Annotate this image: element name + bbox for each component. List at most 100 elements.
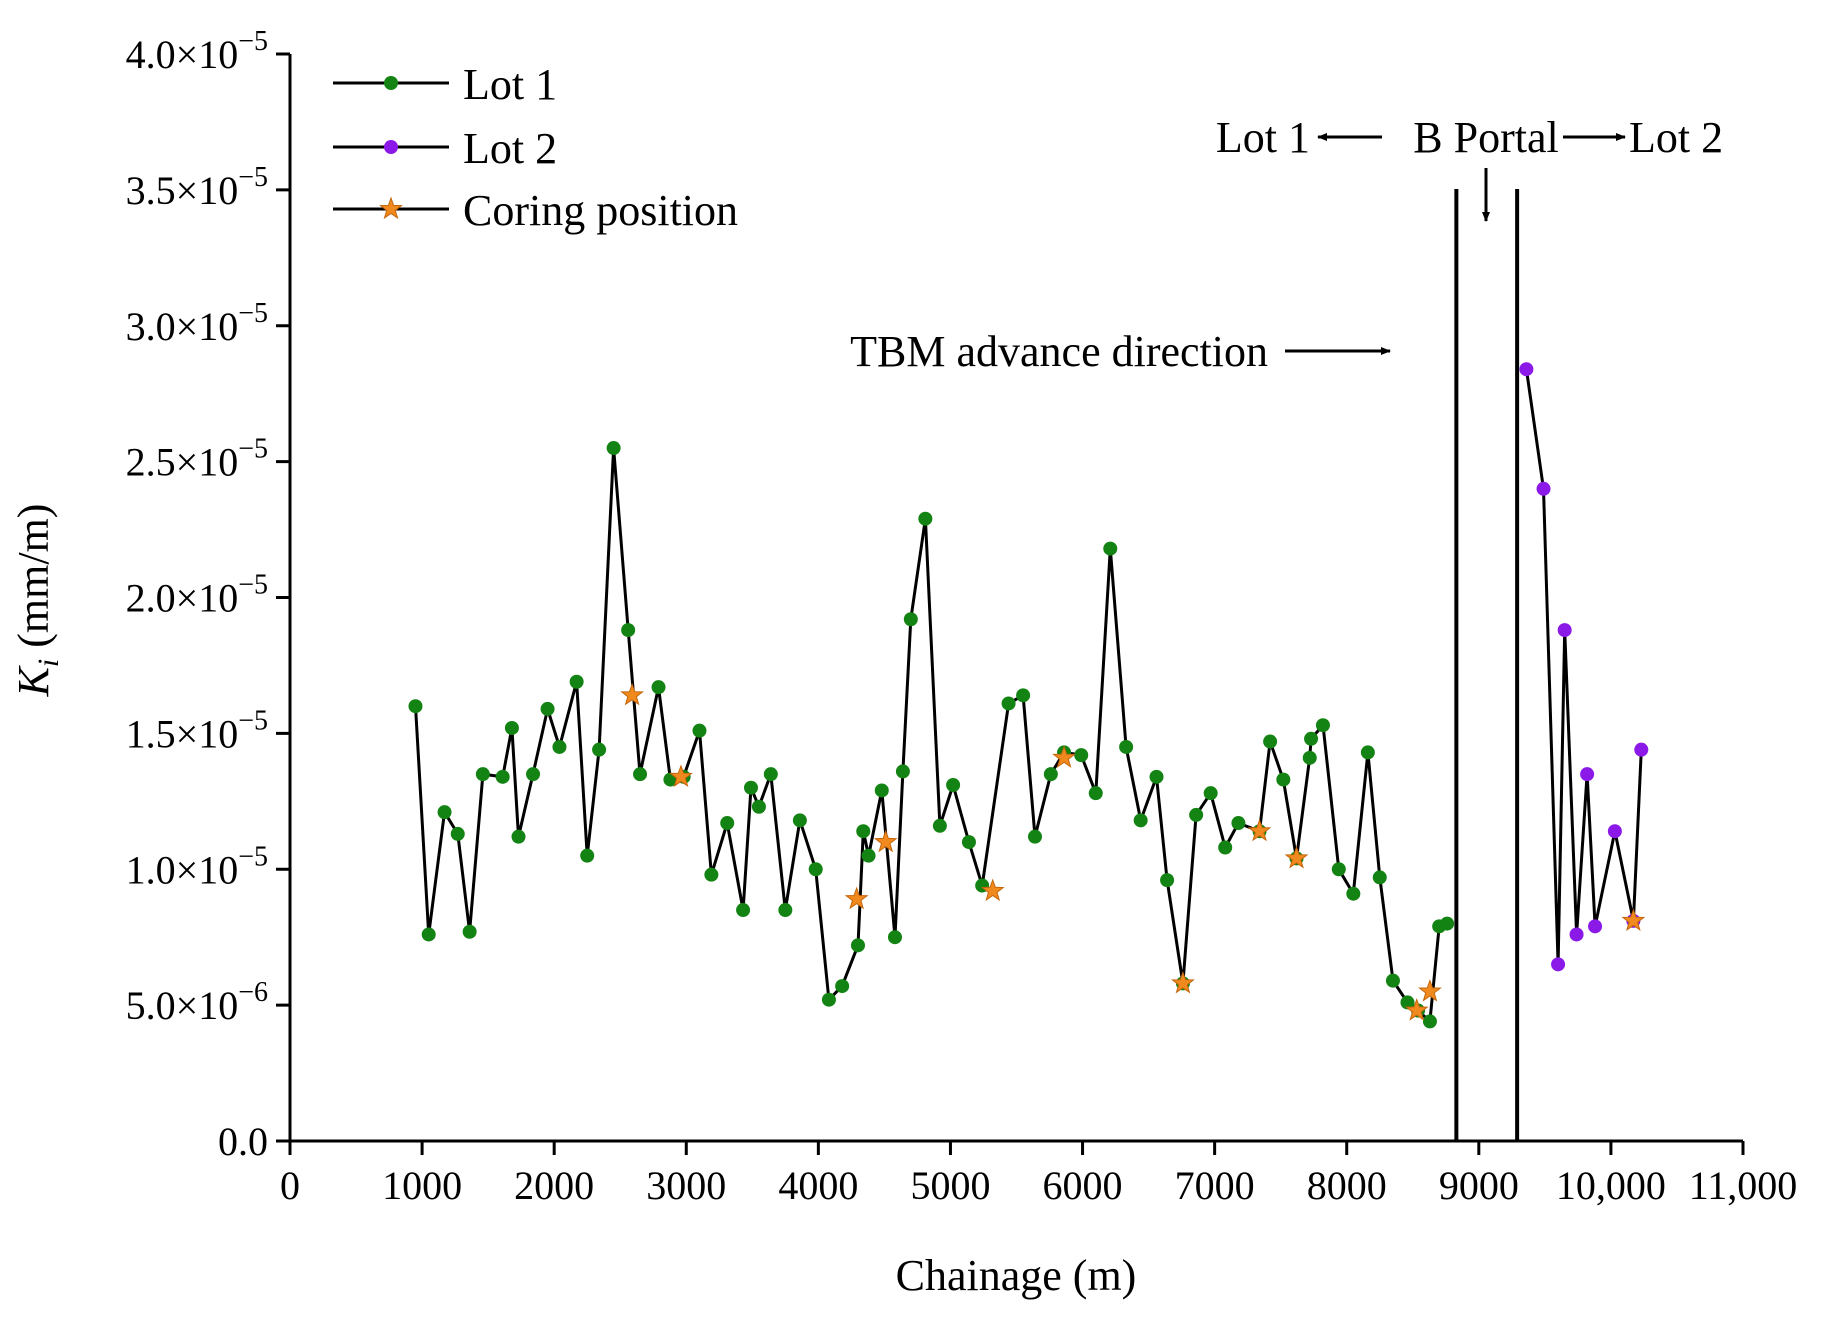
x-tick-label: 5000 [910,1163,990,1208]
y-tick-mantissa: 1.0×10 [126,847,239,892]
data-point-lot1 [895,764,910,779]
data-point-lot1 [743,780,758,795]
data-point-lot1 [526,767,541,782]
data-point-lot1 [1276,772,1291,787]
y-ticks: 0.05.0×10−61.0×10−51.5×10−52.0×10−52.5×1… [126,26,290,1164]
data-point-lot1 [946,778,961,793]
data-point-lot1 [1422,1014,1437,1029]
data-point-lot2 [1607,824,1622,839]
coring-star-marker [1052,745,1076,768]
data-point-lot1 [1074,748,1089,763]
data-point-lot1 [1263,734,1278,749]
data-point-lot1 [633,767,648,782]
y-tick-mantissa: 1.5×10 [126,711,239,756]
legend: Lot 1 Lot 2 Coring position [333,60,738,235]
data-point-lot1 [1088,786,1103,801]
data-point-lot1 [792,813,807,828]
coring-star-marker [980,878,1005,902]
y-tick-label: 1.5×10−5 [126,705,268,756]
data-point-lot1 [1149,769,1164,784]
data-point-lot1 [651,680,666,695]
data-point-lot1 [1304,731,1319,746]
y-tick-exponent: −5 [238,841,268,872]
data-point-lot1 [408,699,423,714]
data-point-lot1 [1203,786,1218,801]
coring-star-marker [1284,845,1309,869]
coring-star-marker [1418,979,1442,1002]
coring-star-marker [1171,970,1195,994]
data-point-lot1 [918,511,933,526]
data-point-lot1 [1440,916,1455,931]
data-point-lot2 [1557,623,1572,638]
x-tick-label: 11,000 [1689,1163,1798,1208]
data-point-lot1 [1231,816,1246,831]
legend-coring-marker [379,196,403,220]
data-point-lot1 [720,816,735,831]
data-point-lot1 [778,903,793,918]
data-point-lot1 [692,723,707,738]
data-point-lot1 [850,938,865,953]
legend-lot2-marker [384,140,398,154]
x-tick-label: 3000 [646,1163,726,1208]
data-point-lot1 [736,903,751,918]
data-point-lot1 [1189,807,1204,822]
coring-star-marker [669,764,693,787]
data-point-lot1 [1001,696,1016,711]
data-point-lot2 [1519,362,1534,377]
y-tick-label: 5.0×10−6 [126,977,268,1028]
data-point-lot1 [1372,870,1387,885]
coring-star-marker [844,886,869,910]
portal-lot2-label: Lot 2 [1629,113,1723,162]
data-point-lot1 [606,441,621,456]
legend-lot1-marker [384,76,398,90]
data-point-lot1 [961,835,976,850]
data-point-lot2 [1634,742,1649,757]
data-point-lot2 [1551,957,1566,972]
data-point-lot1 [1160,873,1175,888]
data-point-lot1 [1331,862,1346,877]
data-point-lot1 [861,848,876,863]
data-point-lot1 [1218,840,1233,855]
y-tick-exponent: −5 [238,162,268,193]
x-tick-label: 6000 [1043,1163,1123,1208]
data-point-lot1 [1400,995,1415,1010]
data-point-lot1 [504,720,519,735]
data-point-lot1 [592,742,607,757]
data-point-lot2 [1580,767,1595,782]
data-point-lot1 [932,818,947,833]
x-ticks: 0 1000 2000 3000 4000 5000 6000 7000 8000 9000 10,… [280,1141,1797,1208]
y-tick-mantissa: 2.0×10 [126,576,239,621]
annotations: TBM advance direction Lot 1 B Portal Lot… [850,113,1723,376]
data-point-lot1 [569,674,584,689]
data-point-lot1 [1346,886,1361,901]
data-point-lot1 [821,992,836,1007]
x-tick-label: 4000 [778,1163,858,1208]
y-tick-exponent: −5 [238,705,268,736]
y-tick-label: 3.0×10−5 [126,298,268,349]
data-point-lot1 [1302,750,1317,765]
data-point-lot1 [421,927,436,942]
tbm-direction-label: TBM advance direction [850,327,1268,376]
data-point-lot2 [1569,927,1584,942]
y-axis-title-unit: (mm/m) [9,504,58,659]
y-axis-title-main: K [9,664,58,697]
data-point-lot1 [475,767,490,782]
y-tick-mantissa: 3.0×10 [126,304,239,349]
data-point-lot1 [462,924,477,939]
legend-coring-label: Coring position [463,186,738,235]
x-tick-label: 7000 [1175,1163,1255,1208]
data-point-lot1 [1360,745,1375,760]
data-point-lot1 [704,867,719,882]
series-markers [408,362,1649,1029]
series-line-lot1 [414,446,1448,1023]
x-tick-label: 1000 [382,1163,462,1208]
data-point-lot1 [763,767,778,782]
y-tick-exponent: −6 [238,977,268,1008]
x-tick-label: 10,000 [1556,1163,1666,1208]
y-tick-label: 3.5×10−5 [126,162,268,213]
data-point-lot1 [1385,973,1400,988]
y-tick-label: 2.0×10−5 [126,570,268,621]
y-tick-mantissa: 5.0×10 [126,983,239,1028]
y-tick-exponent: −5 [238,434,268,465]
